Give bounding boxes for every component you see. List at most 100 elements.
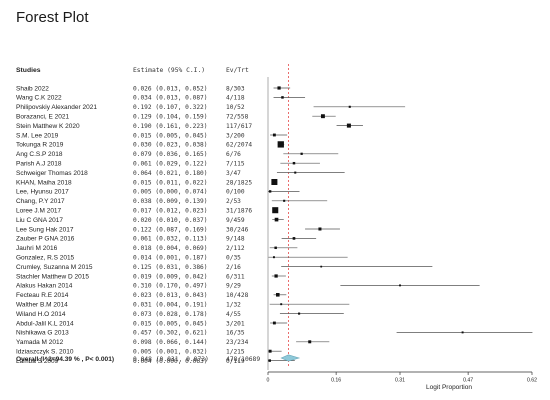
study-events: 31/1876: [226, 208, 252, 215]
study-name: Idziaszczyk S. 2010: [16, 349, 74, 356]
estimate-column-header: Estimate (95% C.I.): [133, 67, 205, 74]
point-estimate: [271, 179, 278, 185]
study-estimate: 0.310 (0.170, 0.497): [133, 283, 208, 290]
study-name: Wang C.K 2022: [16, 95, 62, 102]
point-estimate: [268, 190, 272, 193]
study-name: Stachler Matthew D 2015: [16, 273, 89, 280]
x-tick-label: 0.47: [463, 378, 473, 384]
study-estimate: 0.038 (0.009, 0.139): [133, 198, 208, 205]
x-tick-label: 0.16: [331, 378, 341, 384]
point-estimate: [274, 217, 279, 222]
study-events: 62/2074: [226, 142, 252, 149]
x-axis: 0 0.16 0.31 0.47 0.62: [267, 371, 537, 384]
study-estimate: 0.030 (0.023, 0.038): [133, 142, 208, 149]
point-estimate: [280, 303, 283, 306]
study-name: Alakus Hakan 2014: [16, 283, 73, 290]
point-estimate: [292, 161, 296, 165]
study-estimate: 0.017 (0.012, 0.023): [133, 208, 208, 215]
studies-column-header: Studies: [16, 67, 41, 74]
study-events: 9/459: [226, 217, 245, 224]
study-events: 3/200: [226, 132, 245, 139]
study-estimate: 0.122 (0.087, 0.169): [133, 226, 208, 233]
study-name: Schweiger Thomas 2018: [16, 170, 88, 177]
study-estimate: 0.015 (0.005, 0.045): [133, 320, 208, 327]
study-estimate: 0.034 (0.013, 0.087): [133, 95, 208, 102]
study-name: Abdul-Jalil K.L 2014: [16, 320, 74, 327]
study-estimate: 0.079 (0.036, 0.165): [133, 151, 208, 158]
point-estimate: [272, 207, 279, 214]
study-estimate: 0.125 (0.031, 0.386): [133, 264, 208, 271]
study-name: Gonzalez, R.S 2015: [16, 255, 75, 262]
study-estimate: 0.015 (0.005, 0.045): [133, 132, 208, 139]
study-events: 7/115: [226, 161, 245, 168]
study-name: Crumley, Suzanna M 2015: [16, 264, 93, 271]
study-estimate: 0.015 (0.011, 0.022): [133, 179, 208, 186]
study-name: Zauber P GNA 2016: [16, 236, 75, 243]
overall-diamond: [280, 354, 301, 362]
x-axis-label: Logit Proportion: [426, 384, 472, 391]
point-estimate: [399, 284, 401, 287]
study-estimate: 0.073 (0.028, 0.178): [133, 311, 208, 318]
study-estimate: 0.190 (0.161, 0.223): [133, 123, 208, 130]
study-events: 0/100: [226, 189, 245, 196]
study-events: 2/53: [226, 198, 241, 205]
point-estimate: [281, 96, 284, 99]
study-events: 3/201: [226, 320, 245, 327]
study-name: Ang C.S.P 2018: [16, 151, 63, 158]
study-name: Lee, Hyunsu 2017: [16, 189, 69, 196]
study-name: Tokunga R 2019: [16, 142, 64, 149]
overall-estimate: 0.048 (0.031, 0.073): [133, 356, 209, 363]
study-events: 9/148: [226, 236, 245, 243]
study-estimate: 0.031 (0.004, 0.191): [133, 302, 208, 309]
point-estimate: [348, 105, 351, 108]
point-estimate: [277, 141, 284, 148]
study-estimate: 0.129 (0.104, 0.159): [133, 114, 208, 121]
study-name: Parish A.J 2018: [16, 161, 62, 168]
point-estimate: [283, 199, 286, 202]
study-name: Stein Matthew K 2020: [16, 123, 80, 130]
study-name: Walther B.M 2014: [16, 302, 68, 309]
point-estimate: [277, 86, 281, 90]
study-estimate: 0.192 (0.107, 0.322): [133, 104, 208, 111]
point-estimate: [320, 265, 323, 268]
study-events: 72/558: [226, 114, 249, 121]
study-events: 8/303: [226, 85, 245, 92]
study-name: KHAN, Maiha 2018: [16, 179, 72, 186]
study-name: Jauhri M 2016: [16, 245, 58, 252]
study-events: 2/16: [226, 264, 241, 271]
study-estimate: 0.018 (0.004, 0.069): [133, 245, 208, 252]
point-estimate: [274, 274, 278, 278]
x-tick-label: 0.62: [527, 378, 537, 384]
study-name: S.M. Lee 2019: [16, 132, 59, 139]
study-estimate: 0.004 (0.000, 0.063): [133, 358, 208, 365]
study-events: 28/1825: [226, 179, 252, 186]
study-rows: Shaib 2022 0.026 (0.013, 0.052) 8/303 Wang …: [16, 85, 252, 365]
point-estimate: [268, 359, 271, 362]
study-events: 10/428: [226, 292, 249, 299]
study-name: Liu C GNA 2017: [16, 217, 63, 224]
study-estimate: 0.023 (0.013, 0.043): [133, 292, 208, 299]
overall-events: 478/10689: [226, 356, 260, 363]
overall-label: Overall (I^2=94.39 % , P< 0.001): [16, 355, 114, 363]
point-estimate: [346, 123, 351, 128]
study-events: 3/47: [226, 170, 241, 177]
study-name: Yamada M 2012: [16, 339, 64, 346]
study-events: 16/35: [226, 330, 245, 337]
point-estimate: [300, 152, 303, 155]
study-estimate: 0.061 (0.032, 0.113): [133, 236, 208, 243]
study-events: 1/32: [226, 302, 241, 309]
point-estimate: [318, 227, 322, 231]
study-events: 0/35: [226, 255, 241, 262]
point-estimate: [320, 114, 325, 119]
point-estimate: [461, 331, 464, 334]
study-events: 0/119: [226, 358, 245, 365]
study-estimate: 0.064 (0.021, 0.180): [133, 170, 208, 177]
study-events: 2/112: [226, 245, 245, 252]
study-estimate: 0.020 (0.010, 0.037): [133, 217, 208, 224]
point-estimate: [272, 133, 276, 137]
study-estimate: 0.061 (0.029, 0.122): [133, 161, 208, 168]
plot-area: [267, 64, 533, 370]
point-estimate: [292, 237, 296, 240]
x-tick-label: 0.31: [395, 378, 405, 384]
study-name: Chang, P.Y 2017: [16, 198, 65, 205]
